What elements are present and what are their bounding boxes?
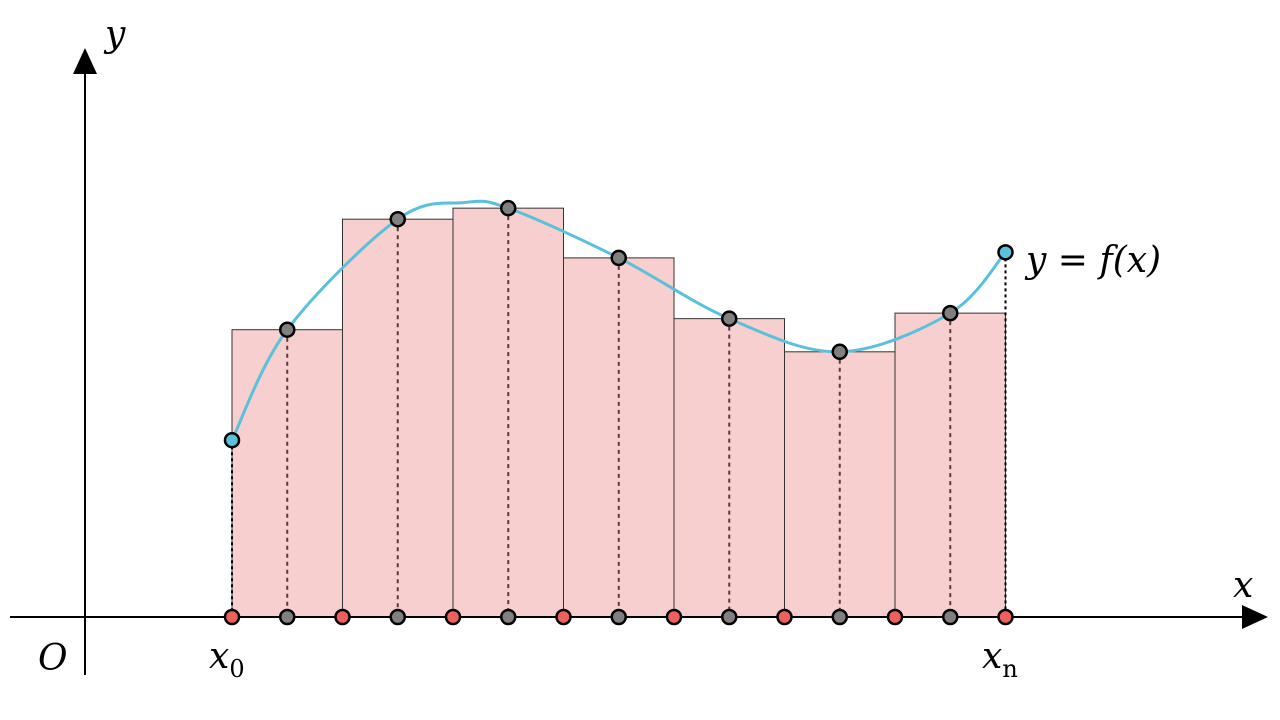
- x-axis-arrow-icon: [1242, 605, 1268, 629]
- partition-point: [886, 608, 904, 626]
- xn-label-sub: n: [1002, 655, 1017, 683]
- sample-curve-point: [500, 199, 517, 217]
- riemann-rectangle: [784, 351, 896, 618]
- sample-curve-point: [942, 304, 959, 322]
- x0-label-sub: 0: [229, 655, 244, 683]
- partition-point: [997, 608, 1014, 626]
- xn-label-base: x: [982, 636, 1002, 677]
- sample-axis-point: [942, 608, 959, 626]
- partition-point: [223, 608, 241, 626]
- partition-point: [776, 608, 793, 626]
- sample-curve-point: [389, 210, 406, 228]
- sample-axis-point: [721, 608, 738, 626]
- dashed-lines-layer: [231, 208, 1007, 617]
- x0-label-base: x: [209, 636, 229, 677]
- x0-label: x0: [209, 636, 245, 683]
- points-layer: [223, 199, 1014, 626]
- sample-curve-point: [831, 343, 848, 361]
- partition-point: [665, 608, 683, 626]
- riemann-rectangle: [231, 329, 343, 618]
- origin-label: O: [38, 638, 68, 679]
- sample-curve-point: [279, 321, 296, 338]
- sample-axis-point: [610, 608, 627, 626]
- partition-point: [334, 608, 351, 626]
- sample-curve-point: [610, 249, 627, 267]
- y-axis-label: y: [103, 14, 126, 55]
- curve-end-point: [997, 244, 1014, 261]
- curve-label: y = f(x): [1024, 240, 1161, 281]
- partition-point: [555, 608, 572, 626]
- sample-curve-point: [721, 310, 738, 327]
- rectangles-layer: [231, 207, 1006, 618]
- partition-point: [444, 608, 462, 626]
- curve-start-point: [223, 431, 241, 449]
- xn-label: xn: [982, 636, 1018, 683]
- y-axis-arrow-icon: [73, 48, 97, 74]
- sample-axis-point: [500, 608, 517, 626]
- sample-axis-point: [831, 608, 848, 626]
- x-axis-label: x: [1233, 565, 1253, 606]
- riemann-rectangle: [673, 318, 785, 618]
- sample-axis-point: [279, 608, 296, 626]
- axes: [10, 48, 1268, 675]
- sample-axis-point: [389, 608, 406, 626]
- function-curve: [230, 199, 1007, 441]
